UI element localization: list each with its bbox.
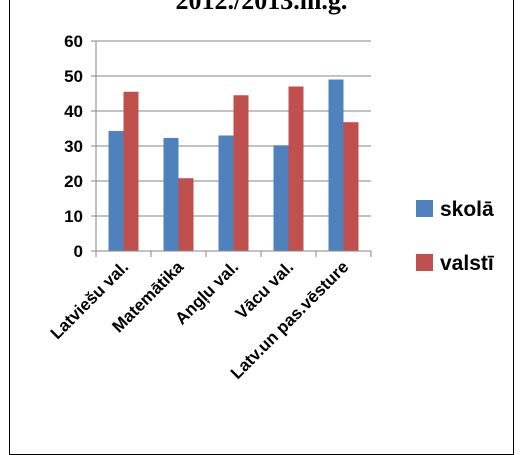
- legend-swatch: [416, 200, 433, 217]
- bar-skolā-3: [273, 145, 289, 251]
- y-tick-label: 0: [74, 242, 83, 261]
- bars: [108, 79, 359, 251]
- legend-label: skolā: [440, 198, 494, 221]
- bar-valstī-2: [233, 95, 249, 251]
- bar-valstī-3: [288, 86, 304, 251]
- y-tick-label: 50: [64, 67, 83, 86]
- y-tick-label: 60: [64, 32, 83, 51]
- bar-skolā-1: [163, 137, 179, 251]
- y-tick-label: 30: [64, 137, 83, 156]
- legend-label: valstī: [440, 252, 495, 275]
- bar-skolā-2: [218, 135, 234, 251]
- bar-valstī-4: [343, 122, 359, 251]
- chart-title: 2012./2013.m.g.: [175, 0, 348, 15]
- legend: skolā valstī: [416, 198, 495, 275]
- y-tick-label: 10: [64, 207, 83, 226]
- bar-valstī-0: [123, 91, 139, 251]
- y-tick-label: 40: [64, 102, 83, 121]
- y-tick-label: 20: [64, 172, 83, 191]
- y-axis-ticks: 0 10 20 30 40 50 60: [64, 32, 96, 261]
- bar-skolā-0: [108, 130, 124, 251]
- x-axis: [95, 41, 372, 257]
- legend-swatch: [416, 254, 433, 271]
- bar-valstī-1: [178, 178, 194, 251]
- bar-skolā-4: [328, 79, 344, 251]
